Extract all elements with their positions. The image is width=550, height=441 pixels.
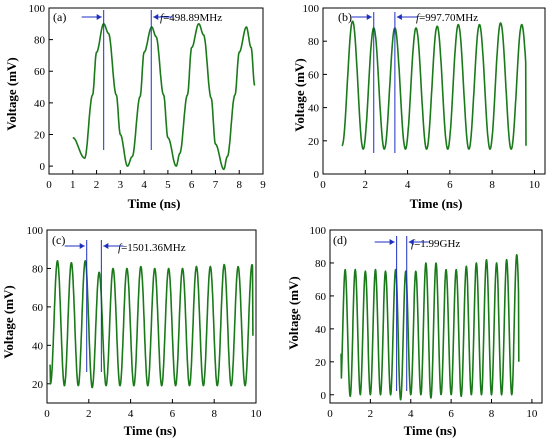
period-arrowhead xyxy=(103,243,109,249)
frequency-value: =997.70MHz xyxy=(419,12,478,24)
frequency-symbol: f xyxy=(416,12,421,24)
y-tick-label: 100 xyxy=(303,3,320,15)
period-arrowhead xyxy=(408,239,414,245)
panel-c: (c) f=1501.36MHz Time (ns) Voltage (mV) … xyxy=(1,225,262,438)
x-tick-label: 5 xyxy=(165,179,171,191)
x-tick-label: 2 xyxy=(94,179,100,191)
panel-b: (b) f=997.70MHz Time (ns) Voltage (mV) 0… xyxy=(292,3,546,211)
plot-frame xyxy=(48,7,264,175)
x-tick-label: 10 xyxy=(251,408,263,420)
x-tick-label: 0 xyxy=(320,179,326,191)
y-tick-label: 80 xyxy=(34,35,46,47)
x-axis-title: Time (ns) xyxy=(124,423,177,438)
y-tick-label: 0 xyxy=(321,390,327,402)
x-axis-title: Time (ns) xyxy=(128,196,181,211)
panel-label: (a) xyxy=(53,10,66,24)
x-tick-label: 6 xyxy=(170,408,176,420)
plot-frame xyxy=(322,7,546,175)
y-axis-title: Voltage (mV) xyxy=(1,285,16,359)
panel-d: (d) f=1.99GHz Time (ns) Voltage (mV) 0 2 4… xyxy=(286,225,543,438)
y-tick-label: 80 xyxy=(308,36,320,48)
x-tick-label: 4 xyxy=(405,179,411,191)
voltage-trace xyxy=(340,254,520,401)
x-tick-label: 8 xyxy=(489,408,495,420)
x-tick-label: 2 xyxy=(86,408,92,420)
plot-frame xyxy=(46,229,257,404)
y-tick-label: 20 xyxy=(315,357,327,369)
period-arrowhead xyxy=(396,14,402,20)
y-tick-label: 100 xyxy=(310,225,327,237)
y-tick-label: 80 xyxy=(32,263,44,275)
x-tick-label: 10 xyxy=(526,408,538,420)
x-tick-label: 6 xyxy=(447,179,453,191)
y-axis-title: Voltage (mV) xyxy=(292,58,307,132)
x-tick-label: 2 xyxy=(368,408,374,420)
period-arrowhead xyxy=(79,243,85,249)
x-tick-label: 0 xyxy=(46,179,52,191)
y-tick-label: 20 xyxy=(32,379,44,391)
y-tick-label: 60 xyxy=(32,302,44,314)
period-arrowhead xyxy=(96,14,102,20)
voltage-trace xyxy=(341,20,527,150)
y-tick-label: 20 xyxy=(34,129,46,141)
x-tick-label: 0 xyxy=(327,408,333,420)
x-tick-label: 6 xyxy=(448,408,454,420)
y-tick-label: 100 xyxy=(29,3,46,15)
y-tick-label: 60 xyxy=(315,291,327,303)
x-tick-label: 8 xyxy=(236,179,242,191)
x-tick-label: 7 xyxy=(213,179,219,191)
y-tick-label: 40 xyxy=(32,340,44,352)
x-tick-label: 4 xyxy=(141,179,147,191)
x-tick-label: 4 xyxy=(128,408,134,420)
x-tick-label: 10 xyxy=(529,179,541,191)
x-tick-label: 8 xyxy=(489,179,495,191)
y-tick-label: 40 xyxy=(34,98,46,110)
panel-label: (c) xyxy=(52,233,65,247)
panel-label: (b) xyxy=(338,10,352,24)
y-tick-label: 0 xyxy=(314,169,320,181)
y-axis-title: Voltage (mV) xyxy=(286,276,301,350)
x-axis-title: Time (ns) xyxy=(404,423,457,438)
frequency-value: =498.89MHz xyxy=(163,12,222,24)
frequency-label: f=1.99GHz xyxy=(411,238,460,250)
frequency-value: =1.99GHz xyxy=(414,238,460,250)
voltage-trace xyxy=(72,23,256,171)
y-axis-title: Voltage (mV) xyxy=(4,57,19,131)
y-tick-label: 20 xyxy=(308,136,320,148)
frequency-symbol: f xyxy=(118,242,123,254)
y-tick-label: 0 xyxy=(40,161,46,173)
period-arrowhead xyxy=(389,239,395,245)
y-tick-label: 60 xyxy=(34,66,46,78)
frequency-label: f=498.89MHz xyxy=(160,12,222,24)
x-axis-title: Time (ns) xyxy=(410,196,463,211)
y-tick-label: 100 xyxy=(27,225,44,237)
y-tick-label: 40 xyxy=(315,324,327,336)
x-tick-label: 9 xyxy=(260,179,266,191)
period-arrowhead xyxy=(153,14,159,20)
panel-a: (a) f=498.89MHz Time (ns) Voltage (mV) 0… xyxy=(4,3,266,211)
frequency-symbol: f xyxy=(160,12,165,24)
frequency-value: =1501.36MHz xyxy=(121,242,186,254)
y-tick-label: 60 xyxy=(308,69,320,81)
x-tick-label: 1 xyxy=(70,179,76,191)
y-tick-label: 80 xyxy=(315,258,327,270)
voltage-trace xyxy=(49,260,254,389)
x-tick-label: 8 xyxy=(211,408,217,420)
x-tick-label: 6 xyxy=(189,179,195,191)
plot-frame xyxy=(329,229,543,404)
x-tick-label: 4 xyxy=(408,408,414,420)
frequency-label: f=1501.36MHz xyxy=(118,242,186,254)
frequency-label: f=997.70MHz xyxy=(416,12,478,24)
period-arrowhead xyxy=(366,14,372,20)
x-tick-label: 2 xyxy=(363,179,369,191)
x-tick-label: 0 xyxy=(44,408,50,420)
y-tick-label: 40 xyxy=(308,103,320,115)
x-tick-label: 3 xyxy=(118,179,124,191)
panel-label: (d) xyxy=(333,233,347,247)
